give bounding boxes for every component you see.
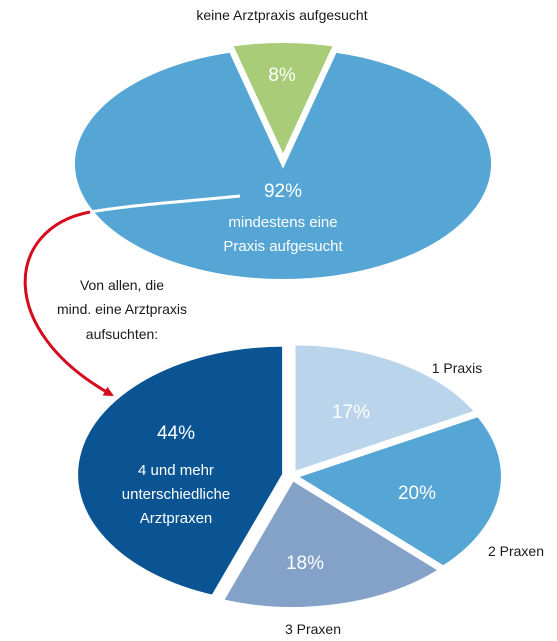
top-pie-slice-8 [227,39,339,163]
annotation-line-2: mind. eine Arztpraxis [57,301,187,317]
top-pie-slice-92 [71,48,495,283]
annotation-line-3: aufsuchten: [86,326,158,342]
top-pie-inner-line-1: mindestens eine [228,214,337,231]
bottom-pie-labels: 17% 20% 18% 44% 4 und mehr unterschiedli… [122,360,544,637]
bottom-pie-inner-line-1: 4 und mehr [138,462,214,479]
bottom-pie [74,341,505,611]
bottom-pie-slice-44 [74,342,287,600]
annotation-line-1: Von allen, die [80,277,164,293]
bottom-pie-label-20: 20% [398,483,436,504]
bottom-pie-outer-label-2: 2 Praxen [488,543,544,559]
bottom-pie-label-44: 44% [157,423,195,444]
bottom-pie-outer-label-3: 3 Praxen [285,621,341,637]
bottom-pie-slice-20 [290,412,505,570]
bottom-pie-label-18: 18% [286,553,324,574]
bottom-pie-label-17: 17% [332,402,370,423]
connector-white-line [89,194,241,214]
bottom-pie-inner-line-2: unterschiedliche [122,486,230,503]
top-pie: 8% 92% mindestens eine Praxis aufgesucht… [71,7,495,283]
bottom-pie-slice-17 [291,341,481,477]
bottom-pie-slice-18 [218,476,445,611]
connector-arrow [23,210,114,397]
top-pie-inner-line-2: Praxis aufgesucht [223,238,343,255]
bottom-pie-outer-label-1: 1 Praxis [432,360,483,376]
top-pie-label-92: 92% [264,181,302,202]
connector: Von allen, die mind. eine Arztpraxis auf… [23,194,241,397]
top-pie-outer-label: keine Arztpraxis aufgesucht [196,7,367,23]
bottom-pie-inner-line-3: Arztpraxen [140,510,213,527]
top-pie-label-8: 8% [268,65,296,86]
